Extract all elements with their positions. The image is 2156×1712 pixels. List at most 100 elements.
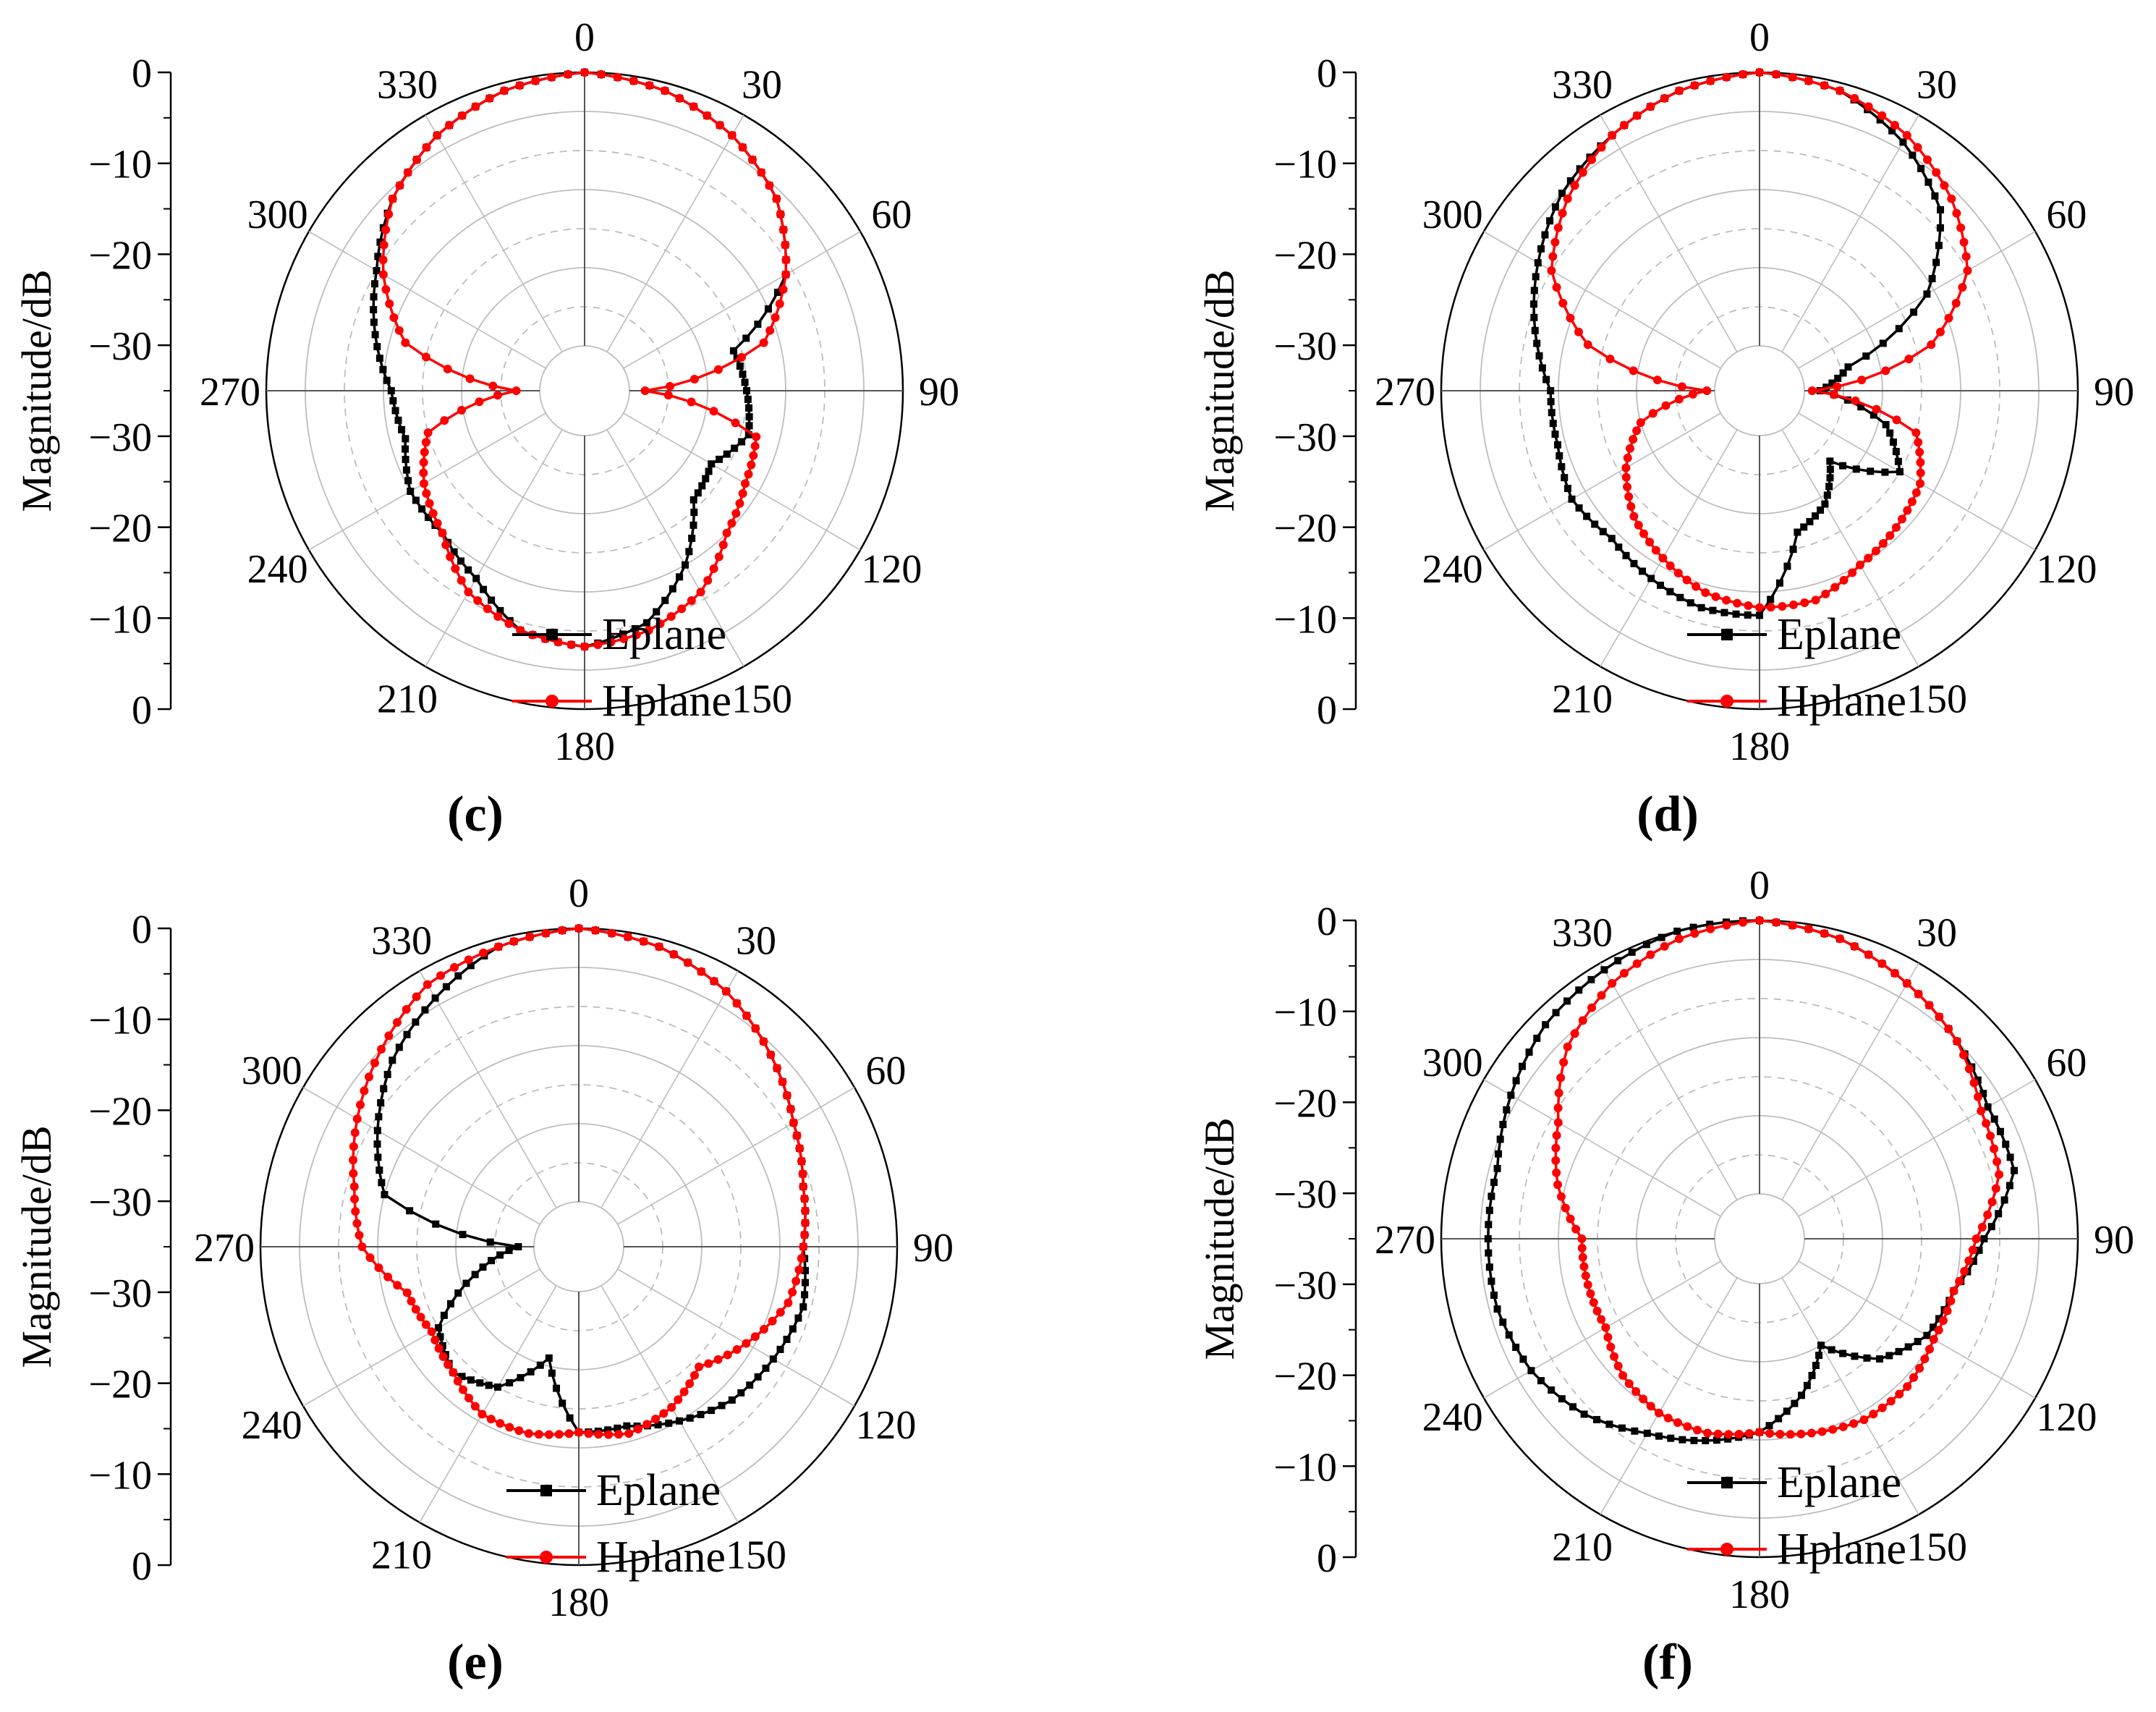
data-point: [1713, 1436, 1720, 1444]
data-point: [1744, 1428, 1754, 1438]
data-point: [1563, 1042, 1572, 1051]
data-point: [1800, 598, 1809, 608]
data-point: [773, 1064, 782, 1073]
data-point: [1690, 929, 1699, 938]
radial-axis-tick-label: −30: [88, 415, 152, 460]
data-point: [1788, 72, 1797, 82]
data-point: [430, 1336, 440, 1345]
data-point: [457, 576, 466, 585]
legend-label: Hplane: [602, 677, 731, 726]
data-point: [1852, 465, 1860, 473]
data-point: [1935, 1012, 1944, 1022]
data-point: [619, 634, 629, 643]
data-point: [428, 509, 438, 518]
data-point: [464, 588, 473, 597]
data-point: [1556, 452, 1563, 459]
data-point: [349, 1156, 358, 1165]
polar-grid: [259, 927, 899, 1567]
data-point: [499, 86, 509, 96]
data-point: [1859, 1415, 1869, 1425]
data-point: [1885, 1352, 1893, 1360]
angle-tick-label: 0: [1749, 15, 1770, 60]
data-point: [1984, 1103, 1992, 1111]
data-point: [402, 1004, 411, 1014]
data-point: [1484, 1235, 1492, 1242]
data-point: [420, 447, 429, 457]
radial-axis-tick-label: 0: [1317, 1536, 1337, 1581]
data-point: [370, 293, 378, 301]
data-point: [419, 468, 428, 478]
data-point: [416, 1313, 425, 1322]
data-point: [1789, 546, 1797, 554]
data-point: [379, 365, 387, 373]
radial-axis-tick-label: −10: [88, 143, 152, 187]
data-point: [727, 131, 737, 140]
data-point: [744, 431, 752, 438]
data-point: [370, 280, 378, 288]
data-point: [1646, 1402, 1655, 1411]
data-point: [799, 1182, 808, 1191]
data-point: [1990, 1115, 1998, 1123]
angle-tick-label: 30: [1917, 911, 1957, 956]
data-point: [596, 69, 606, 79]
data-point: [661, 596, 669, 604]
data-point: [759, 338, 768, 347]
data-point: [723, 1350, 732, 1360]
data-point: [798, 1169, 807, 1179]
data-point: [655, 942, 664, 952]
data-point: [1603, 1333, 1613, 1342]
data-point: [458, 1373, 466, 1381]
data-point: [687, 596, 696, 606]
data-point: [1804, 924, 1813, 933]
data-point: [1629, 512, 1639, 521]
data-point: [1783, 1407, 1791, 1415]
data-point: [1904, 1343, 1912, 1351]
data-point: [1956, 223, 1966, 232]
data-point: [800, 1219, 810, 1228]
data-point: [1548, 1386, 1556, 1394]
angle-tick-label: 210: [1552, 677, 1613, 721]
polar-spoke: [600, 970, 739, 1208]
data-point: [1783, 562, 1791, 570]
radial-axis-tick-label: 0: [1317, 899, 1337, 944]
angle-tick-label: 330: [377, 63, 438, 108]
data-point: [1533, 339, 1541, 347]
data-point: [1589, 1298, 1598, 1308]
data-point: [1706, 76, 1715, 85]
data-point: [1563, 997, 1571, 1005]
data-point: [1702, 1436, 1710, 1444]
data-point: [1645, 538, 1655, 547]
data-point: [541, 928, 551, 938]
data-point: [1581, 1271, 1590, 1281]
data-point: [383, 1272, 393, 1281]
data-point: [749, 451, 758, 460]
data-point: [1872, 404, 1881, 414]
data-point: [1547, 266, 1556, 275]
data-point: [1701, 588, 1710, 597]
data-point: [1980, 1235, 1988, 1242]
data-point: [1972, 1234, 1981, 1243]
data-point: [667, 1403, 676, 1412]
angle-tick-label: 60: [865, 1048, 906, 1093]
data-point: [718, 1402, 726, 1410]
data-point: [1851, 1352, 1859, 1360]
data-point: [365, 1253, 375, 1263]
data-point: [604, 1426, 612, 1434]
y-axis-label: Magnitude/dB: [13, 1125, 60, 1368]
data-point: [1642, 941, 1650, 949]
data-point: [1934, 1326, 1943, 1335]
polar-spoke: [308, 231, 546, 369]
data-point: [762, 1364, 770, 1372]
data-point: [440, 1311, 448, 1319]
series-hplane: [349, 924, 810, 1439]
data-point: [472, 575, 480, 582]
data-point: [504, 619, 514, 628]
data-point: [1546, 217, 1554, 225]
data-point: [438, 1352, 448, 1361]
angle-tick-label: 120: [855, 1403, 916, 1448]
data-point: [799, 1303, 807, 1311]
data-point: [1683, 1422, 1692, 1431]
radial-axis-tick-label: 0: [132, 907, 152, 952]
polar-grid: [1440, 919, 2079, 1559]
data-point: [1943, 1306, 1952, 1315]
